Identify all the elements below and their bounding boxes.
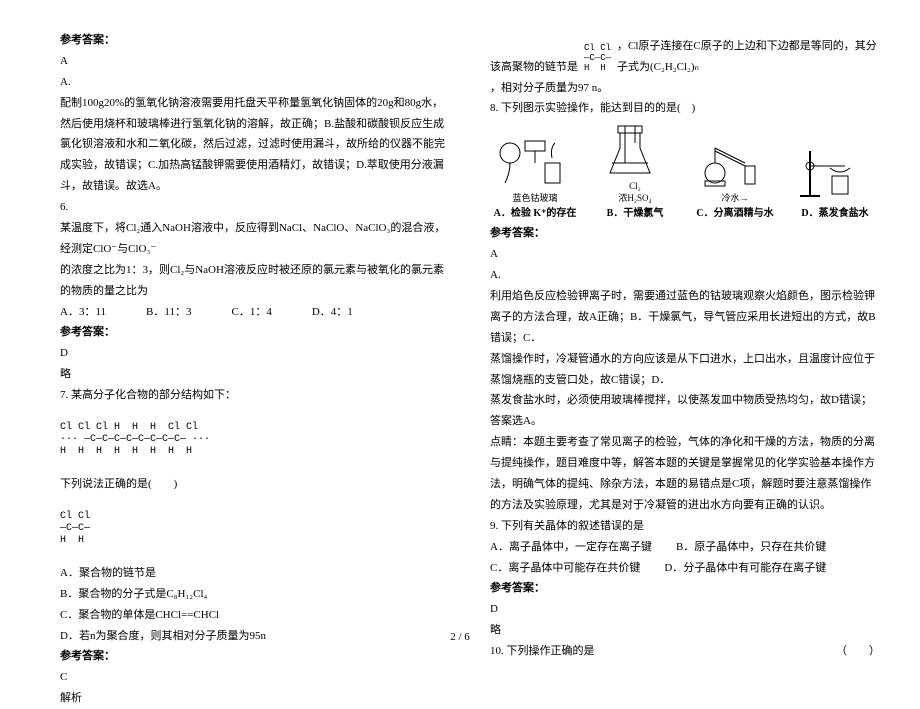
q10-line: 10. 下列操作正确的是 （ ） <box>490 641 880 662</box>
fig-b-inner: 浓H₂SO₄ <box>590 191 680 204</box>
fig-c-label: C．分离酒精与水 <box>690 204 780 219</box>
fig-c-inner: 冷水→ <box>690 191 780 204</box>
q6-option-c: C．1：4 <box>231 302 271 323</box>
q10-stem: 10. 下列操作正确的是 <box>490 641 595 662</box>
q9-option-a: A．离子晶体中，一定存在离子键 <box>490 537 652 558</box>
fig-a-inner: 蓝色钴玻璃 <box>490 191 580 204</box>
lue-text: 略 <box>60 364 450 385</box>
ref-answer-heading: 参考答案： <box>490 223 880 244</box>
ref-answer-heading: 参考答案： <box>490 578 880 599</box>
q7-option-c: C．聚合物的单体是CHCl==CHCl <box>60 605 450 626</box>
q9-option-d: D．分子晶体中有可能存在离子键 <box>664 558 826 579</box>
flame-test-icon <box>490 133 580 188</box>
page-number: 2 / 6 <box>0 631 920 643</box>
fig-row: Cl Cl <box>60 511 90 522</box>
q9-option-b: B．原子晶体中，只存在共价键 <box>676 537 826 558</box>
fig-a-label: A．检验 K⁺的存在 <box>490 204 580 219</box>
fig-row: —C—C— <box>584 53 611 63</box>
top-line-b: ，Cl原子连接在C原子的上边和下边都是等同的，其分子式为(C₂H₂Cl₂)ₙ <box>617 36 880 78</box>
q8-figures: 蓝色钴玻璃 A．检验 K⁺的存在 Cl₂ 浓H₂SO₄ B．干燥氯气 <box>490 123 880 219</box>
q8-stem: 8. 下列图示实验操作，能达到目的的是( ) <box>490 98 880 119</box>
q7-option-b: B．聚合物的分子式是C₈H₁₂Cl₄ <box>60 584 450 605</box>
q6-option-d: D．4：1 <box>312 302 353 323</box>
fig-row: H H <box>584 63 606 73</box>
q6-number: 6. <box>60 197 450 218</box>
top-small-figure: Cl Cl —C—C— H H <box>584 34 611 74</box>
fig-row: Cl Cl Cl H H H Cl Cl <box>60 422 198 433</box>
fig-row: H H H H H H H H <box>60 446 192 457</box>
q8-exp-p1: 利用焰色反应检验钾离子时，需要通过蓝色的钴玻璃观察火焰颜色，图示检验钾离子的方法… <box>490 286 880 349</box>
ref-answer-heading: 参考答案： <box>60 30 450 51</box>
fig-row: H H <box>60 535 84 546</box>
q9-stem: 9. 下列有关晶体的叙述错误的是 <box>490 516 880 537</box>
q6-line2: 的浓度之比为1：3，则Cl₂与NaOH溶液反应时被还原的氯元素与被氧化的氯元素的… <box>60 260 450 302</box>
fig-row: ··· —C—C—C—C—C—C—C—C— ··· <box>60 434 210 445</box>
q6-options: A．3：11 B．11：3 C．1：4 D．4：1 <box>60 302 450 323</box>
distillation-icon <box>690 133 780 188</box>
answer-text: A <box>60 51 450 72</box>
top-line-a: 该高聚物的链节是 <box>490 57 578 78</box>
fig-c-box: 冷水→ C．分离酒精与水 <box>690 133 780 219</box>
fig-b-label: B．干燥氯气 <box>590 204 680 219</box>
q6-option-b: B．11：3 <box>146 302 191 323</box>
fig-d-label: D．蒸发食盐水 <box>790 204 880 219</box>
q8-exp-p4: 点睛：本题主要考查了常见离子的检验，气体的净化和干燥的方法，物质的分离与提纯操作… <box>490 432 880 516</box>
answer-text: A. <box>60 72 450 93</box>
q7-prompt: 下列说法正确的是( ) <box>60 474 450 495</box>
fig-b-box: Cl₂ 浓H₂SO₄ B．干燥氯气 <box>590 123 680 219</box>
left-column: 参考答案： A A. 配制100g20%的氢氧化钠溶液需要用托盘天平称量氢氧化钠… <box>60 30 470 631</box>
jiexi-text: 解析 <box>60 688 450 709</box>
gas-drying-icon <box>590 123 680 178</box>
q7-small-figure: Cl Cl —C—C— H H <box>60 499 450 559</box>
q6-option-a: A．3：11 <box>60 302 106 323</box>
answer-text: A. <box>490 265 880 286</box>
q9-option-c: C．离子晶体中可能存在共价键 <box>490 558 640 579</box>
q8-exp-p2: 蒸馏操作时，冷凝管通水的方向应该是从下口进水，上口出水，且温度计应位于蒸馏烧瓶的… <box>490 349 880 391</box>
q6-line1: 某温度下，将Cl₂通入NaOH溶液中，反应得到NaCl、NaClO、NaClO₃… <box>60 218 450 260</box>
q7-option-a: A．聚合物的链节是 <box>60 563 450 584</box>
page: 参考答案： A A. 配制100g20%的氢氧化钠溶液需要用托盘天平称量氢氧化钠… <box>0 0 920 651</box>
fig-b-inner2: Cl₂ <box>629 181 641 191</box>
q5-explanation: 配制100g20%的氢氧化钠溶液需要用托盘天平称量氢氧化钠固体的20g和80g水… <box>60 93 450 197</box>
q7-stem: 7. 某高分子化合物的部分结构如下： <box>60 385 450 406</box>
fig-row: —C—C— <box>60 523 90 534</box>
right-column: 该高聚物的链节是 Cl Cl —C—C— H H ，Cl原子连接在C原子的上边和… <box>470 30 880 631</box>
top-line-with-fig: 该高聚物的链节是 Cl Cl —C—C— H H ，Cl原子连接在C原子的上边和… <box>490 30 880 78</box>
fig-d-box: D．蒸发食盐水 <box>790 146 880 219</box>
top-line-2: ，相对分子质量为97 n。 <box>490 78 880 99</box>
evaporation-icon <box>790 146 880 201</box>
fig-row: Cl Cl <box>584 43 611 53</box>
q7-structure-figure: Cl Cl Cl H H H Cl Cl ··· —C—C—C—C—C—C—C—… <box>60 410 450 470</box>
q8-exp-p3: 蒸发食盐水时，必须使用玻璃棒搅拌，以使蒸发皿中物质受热均匀，故D错误；答案选A。 <box>490 390 880 432</box>
q10-paren: （ ） <box>836 641 880 662</box>
answer-text: D <box>490 599 880 620</box>
ref-answer-heading: 参考答案： <box>60 322 450 343</box>
answer-text: D <box>60 343 450 364</box>
answer-text: C <box>60 667 450 688</box>
q9-options: A．离子晶体中，一定存在离子键 B．原子晶体中，只存在共价键 <box>490 537 880 558</box>
q9-options-2: C．离子晶体中可能存在共价键 D．分子晶体中有可能存在离子键 <box>490 558 880 579</box>
fig-a-box: 蓝色钴玻璃 A．检验 K⁺的存在 <box>490 133 580 219</box>
ref-answer-heading: 参考答案： <box>60 646 450 667</box>
answer-text: A <box>490 244 880 265</box>
